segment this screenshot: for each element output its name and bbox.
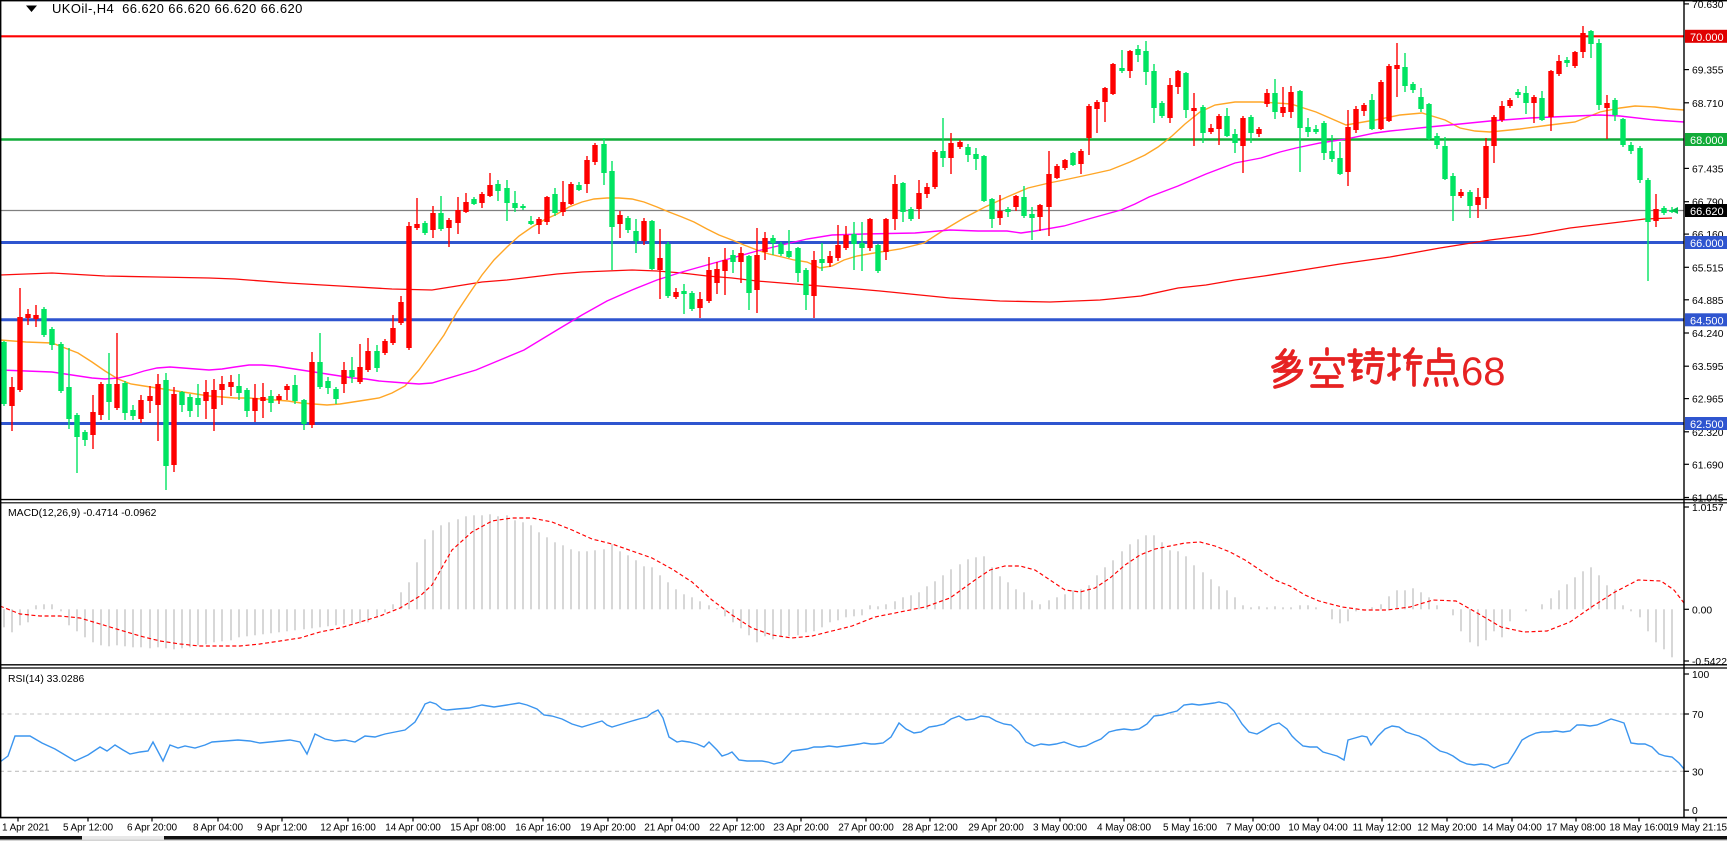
svg-text:28 Apr 12:00: 28 Apr 12:00: [902, 823, 958, 834]
svg-text:66.160: 66.160: [1692, 230, 1724, 241]
svg-text:64.885: 64.885: [1692, 296, 1724, 307]
svg-text:21 Apr 04:00: 21 Apr 04:00: [644, 823, 700, 834]
svg-text:19 Apr 20:00: 19 Apr 20:00: [580, 823, 636, 834]
svg-text:67.435: 67.435: [1692, 164, 1724, 175]
svg-text:16 Apr 16:00: 16 Apr 16:00: [515, 823, 571, 834]
svg-text:65.515: 65.515: [1692, 263, 1724, 274]
svg-text:64.500: 64.500: [1690, 315, 1724, 327]
svg-text:4 May 08:00: 4 May 08:00: [1097, 823, 1151, 834]
svg-text:63.595: 63.595: [1692, 362, 1724, 373]
svg-text:30: 30: [1692, 767, 1704, 778]
svg-text:17 May 08:00: 17 May 08:00: [1546, 823, 1606, 834]
svg-text:66.790: 66.790: [1692, 198, 1724, 209]
svg-text:64.240: 64.240: [1692, 329, 1724, 340]
svg-text:12 May 20:00: 12 May 20:00: [1417, 823, 1477, 834]
svg-text:70.630: 70.630: [1692, 0, 1724, 11]
svg-text:62.500: 62.500: [1690, 419, 1724, 431]
svg-text:61.690: 61.690: [1692, 460, 1724, 471]
svg-text:12 Apr 16:00: 12 Apr 16:00: [320, 823, 376, 834]
svg-text:0: 0: [1692, 806, 1698, 817]
svg-text:100: 100: [1692, 670, 1709, 681]
svg-text:-0.5422: -0.5422: [1692, 657, 1727, 668]
svg-text:27 Apr 00:00: 27 Apr 00:00: [838, 823, 894, 834]
svg-text:19 May 21:15: 19 May 21:15: [1668, 823, 1727, 834]
svg-text:11 May 12:00: 11 May 12:00: [1353, 823, 1412, 834]
svg-text:18 May 16:00: 18 May 16:00: [1609, 823, 1669, 834]
svg-text:68.710: 68.710: [1692, 99, 1724, 110]
svg-text:70: 70: [1692, 710, 1704, 721]
svg-text:29 Apr 20:00: 29 Apr 20:00: [968, 823, 1024, 834]
svg-text:1 Apr 2021: 1 Apr 2021: [2, 823, 50, 834]
svg-text:5 May 16:00: 5 May 16:00: [1163, 823, 1217, 834]
svg-text:66.620: 66.620: [1690, 206, 1724, 218]
svg-text:69.355: 69.355: [1692, 66, 1724, 77]
svg-text:10 May 04:00: 10 May 04:00: [1288, 823, 1348, 834]
svg-text:22 Apr 12:00: 22 Apr 12:00: [709, 823, 765, 834]
svg-text:7 May 00:00: 7 May 00:00: [1226, 823, 1280, 834]
svg-text:3 May 00:00: 3 May 00:00: [1033, 823, 1087, 834]
svg-text:62.965: 62.965: [1692, 395, 1724, 406]
svg-text:68: 68: [1461, 350, 1506, 394]
svg-text:6 Apr 20:00: 6 Apr 20:00: [127, 823, 178, 834]
svg-text:RSI(14) 33.0286: RSI(14) 33.0286: [8, 674, 84, 685]
svg-text:15 Apr 08:00: 15 Apr 08:00: [450, 823, 506, 834]
svg-text:9 Apr 12:00: 9 Apr 12:00: [257, 823, 308, 834]
svg-text:14 Apr 00:00: 14 Apr 00:00: [385, 823, 441, 834]
svg-text:5 Apr 12:00: 5 Apr 12:00: [63, 823, 114, 834]
svg-text:68.000: 68.000: [1690, 135, 1724, 147]
svg-text:23 Apr 20:00: 23 Apr 20:00: [773, 823, 829, 834]
svg-text:61.045: 61.045: [1692, 494, 1724, 505]
svg-text:66.000: 66.000: [1690, 238, 1724, 250]
svg-text:MACD(12,26,9) -0.4714 -0.0962: MACD(12,26,9) -0.4714 -0.0962: [8, 508, 157, 519]
svg-text:UKOil-,H4 66.620 66.620 66.62: UKOil-,H4 66.620 66.620 66.620 66.620: [52, 1, 303, 16]
svg-text:62.320: 62.320: [1692, 428, 1724, 439]
svg-text:1.0157: 1.0157: [1692, 503, 1724, 514]
svg-text:70.000: 70.000: [1690, 32, 1724, 44]
svg-text:0.00: 0.00: [1692, 605, 1712, 616]
svg-text:8 Apr 04:00: 8 Apr 04:00: [193, 823, 244, 834]
svg-text:14 May 04:00: 14 May 04:00: [1482, 823, 1542, 834]
